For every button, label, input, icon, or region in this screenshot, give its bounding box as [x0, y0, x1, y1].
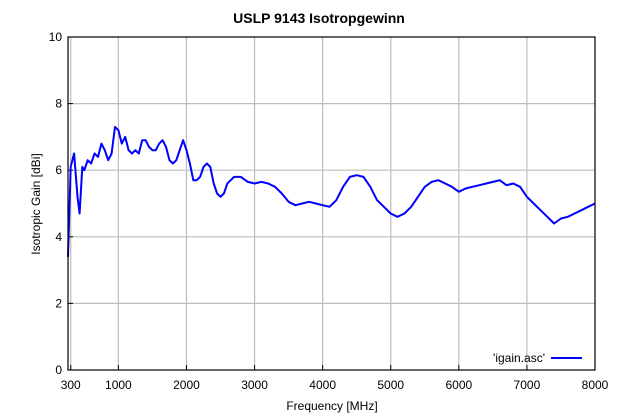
x-tick-label: 300	[61, 378, 81, 392]
chart-title: USLP 9143 Isotropgewinn	[233, 10, 405, 26]
y-tick-label: 0	[55, 363, 62, 377]
y-tick-label: 2	[55, 296, 62, 310]
axis-ticks: 300 1000 2000 3000 4000 5000 6000 7000 8000 0 2 4 6 8…	[49, 30, 609, 392]
series-layer	[67, 125, 596, 257]
x-tick-label: 4000	[309, 378, 336, 392]
y-tick-label: 8	[55, 97, 62, 111]
y-axis-label: Isotropic Gain [dBi]	[29, 153, 43, 254]
x-tick-label: 8000	[582, 378, 609, 392]
y-tick-label: 10	[49, 30, 63, 44]
grid-lines	[68, 37, 595, 370]
x-axis-label: Frequency [MHz]	[286, 399, 377, 413]
x-tick-label: 6000	[445, 378, 472, 392]
x-tick-label: 5000	[377, 378, 404, 392]
gain-series-line	[67, 125, 596, 257]
x-tick-label: 7000	[514, 378, 541, 392]
plot-frame	[67, 36, 596, 371]
legend: 'igain.asc'	[493, 351, 582, 365]
y-tick-label: 4	[55, 230, 62, 244]
x-tick-label: 2000	[173, 378, 200, 392]
x-tick-label: 3000	[241, 378, 268, 392]
x-tick-label: 1000	[105, 378, 132, 392]
legend-label: 'igain.asc'	[493, 351, 545, 365]
y-tick-label: 6	[55, 163, 62, 177]
